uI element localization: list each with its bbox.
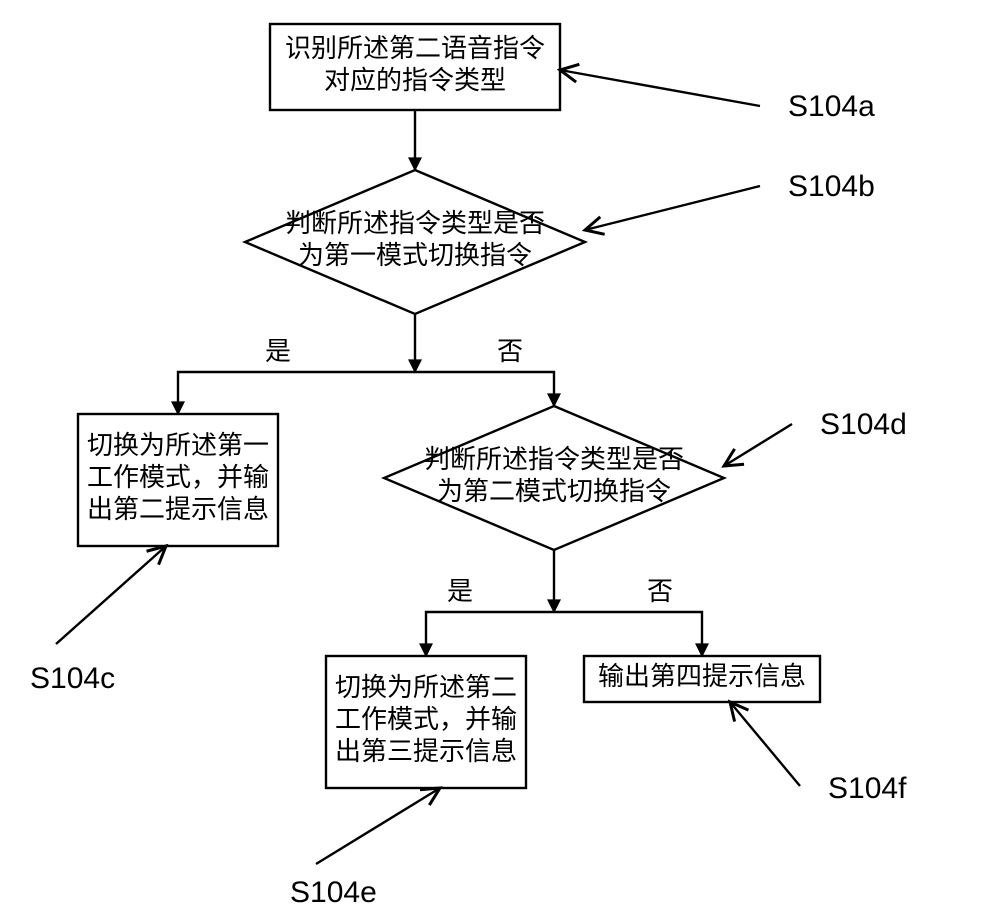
node-e: 切换为所述第二工作模式，并输出第三提示信息 bbox=[326, 656, 526, 788]
callout-S104c: S104c bbox=[30, 546, 166, 695]
svg-text:工作模式，并输: 工作模式，并输 bbox=[87, 463, 269, 492]
node-a: 识别所述第二语音指令对应的指令类型 bbox=[270, 24, 560, 110]
edge-6: 否 bbox=[554, 577, 702, 656]
svg-text:判断所述指令类型是否: 判断所述指令类型是否 bbox=[424, 445, 684, 474]
callout-label-S104e: S104e bbox=[290, 876, 377, 906]
svg-text:工作模式，并输: 工作模式，并输 bbox=[335, 705, 517, 734]
callout-S104b: S104b bbox=[585, 170, 875, 230]
edge-label-否: 否 bbox=[647, 577, 673, 606]
edge-5: 是 bbox=[426, 577, 554, 656]
callout-S104e: S104e bbox=[290, 788, 440, 906]
callout-S104a: S104a bbox=[560, 70, 875, 123]
node-f: 输出第四提示信息 bbox=[584, 656, 820, 702]
callout-label-S104c: S104c bbox=[30, 662, 115, 695]
callout-S104f: S104f bbox=[730, 702, 907, 805]
svg-text:判断所述指令类型是否: 判断所述指令类型是否 bbox=[285, 209, 545, 238]
svg-text:对应的指令类型: 对应的指令类型 bbox=[324, 66, 506, 95]
node-c: 切换为所述第一工作模式，并输出第二提示信息 bbox=[78, 414, 278, 546]
callout-label-S104f: S104f bbox=[828, 772, 907, 805]
callout-S104d: S104d bbox=[724, 408, 907, 466]
edge-label-是: 是 bbox=[265, 337, 291, 366]
node-d: 判断所述指令类型是否为第二模式切换指令 bbox=[384, 406, 724, 550]
node-b: 判断所述指令类型是否为第一模式切换指令 bbox=[245, 170, 585, 314]
svg-text:出第二提示信息: 出第二提示信息 bbox=[87, 495, 269, 524]
svg-text:切换为所述第二: 切换为所述第二 bbox=[335, 673, 517, 702]
edge-label-否: 否 bbox=[497, 337, 523, 366]
svg-text:为第一模式切换指令: 为第一模式切换指令 bbox=[298, 241, 532, 270]
callout-label-S104a: S104a bbox=[788, 90, 875, 123]
svg-text:识别所述第二语音指令: 识别所述第二语音指令 bbox=[285, 34, 545, 63]
svg-text:输出第四提示信息: 输出第四提示信息 bbox=[598, 662, 806, 691]
svg-text:为第二模式切换指令: 为第二模式切换指令 bbox=[437, 477, 671, 506]
callout-label-S104d: S104d bbox=[820, 408, 907, 441]
callout-label-S104b: S104b bbox=[788, 170, 875, 203]
edge-3: 否 bbox=[415, 337, 554, 406]
svg-text:切换为所述第一: 切换为所述第一 bbox=[87, 431, 269, 460]
edge-label-是: 是 bbox=[447, 577, 473, 606]
edge-2: 是 bbox=[178, 337, 415, 414]
svg-text:出第三提示信息: 出第三提示信息 bbox=[335, 737, 517, 766]
